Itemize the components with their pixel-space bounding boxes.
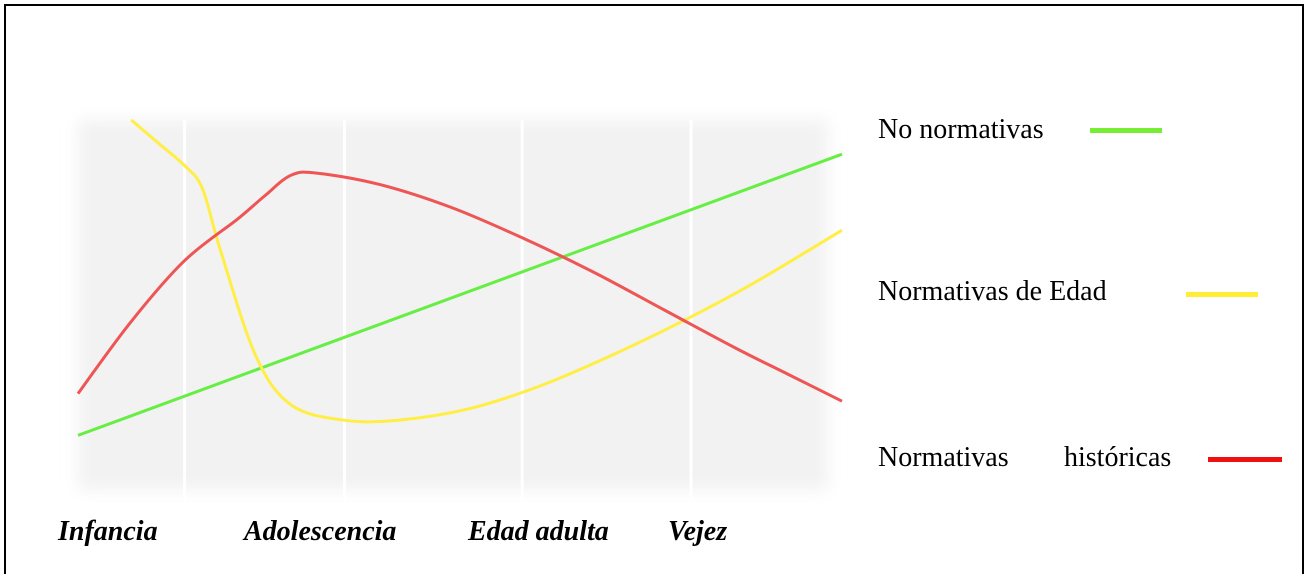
x-tick-label-edad-adulta: Edad adulta [468, 516, 609, 547]
legend-label-no-normativas: No normativas [878, 114, 1044, 145]
series-line-normativas-historicas [76, 170, 843, 403]
legend-swatch-no-normativas [1090, 128, 1162, 133]
series-line-normativas-edad [130, 118, 843, 424]
plot-background [78, 120, 828, 490]
legend-label-normativas-historicas-a: Normativas [878, 442, 1009, 473]
x-tick-label-infancia: Infancia [58, 516, 158, 547]
legend-swatch-normativas-historicas [1208, 457, 1282, 462]
legend-label-normativas-edad: Normativas de Edad [878, 276, 1107, 307]
x-tick-label-vejez: Vejez [668, 516, 728, 547]
gridlines [183, 120, 693, 500]
series-line-no-normativas [77, 152, 843, 437]
series-lines [76, 118, 843, 437]
x-tick-label-adolescencia: Adolescencia [244, 516, 397, 547]
legend-label-normativas-historicas-b: históricas [1064, 442, 1172, 473]
legend-swatch-normativas-edad [1186, 292, 1258, 297]
